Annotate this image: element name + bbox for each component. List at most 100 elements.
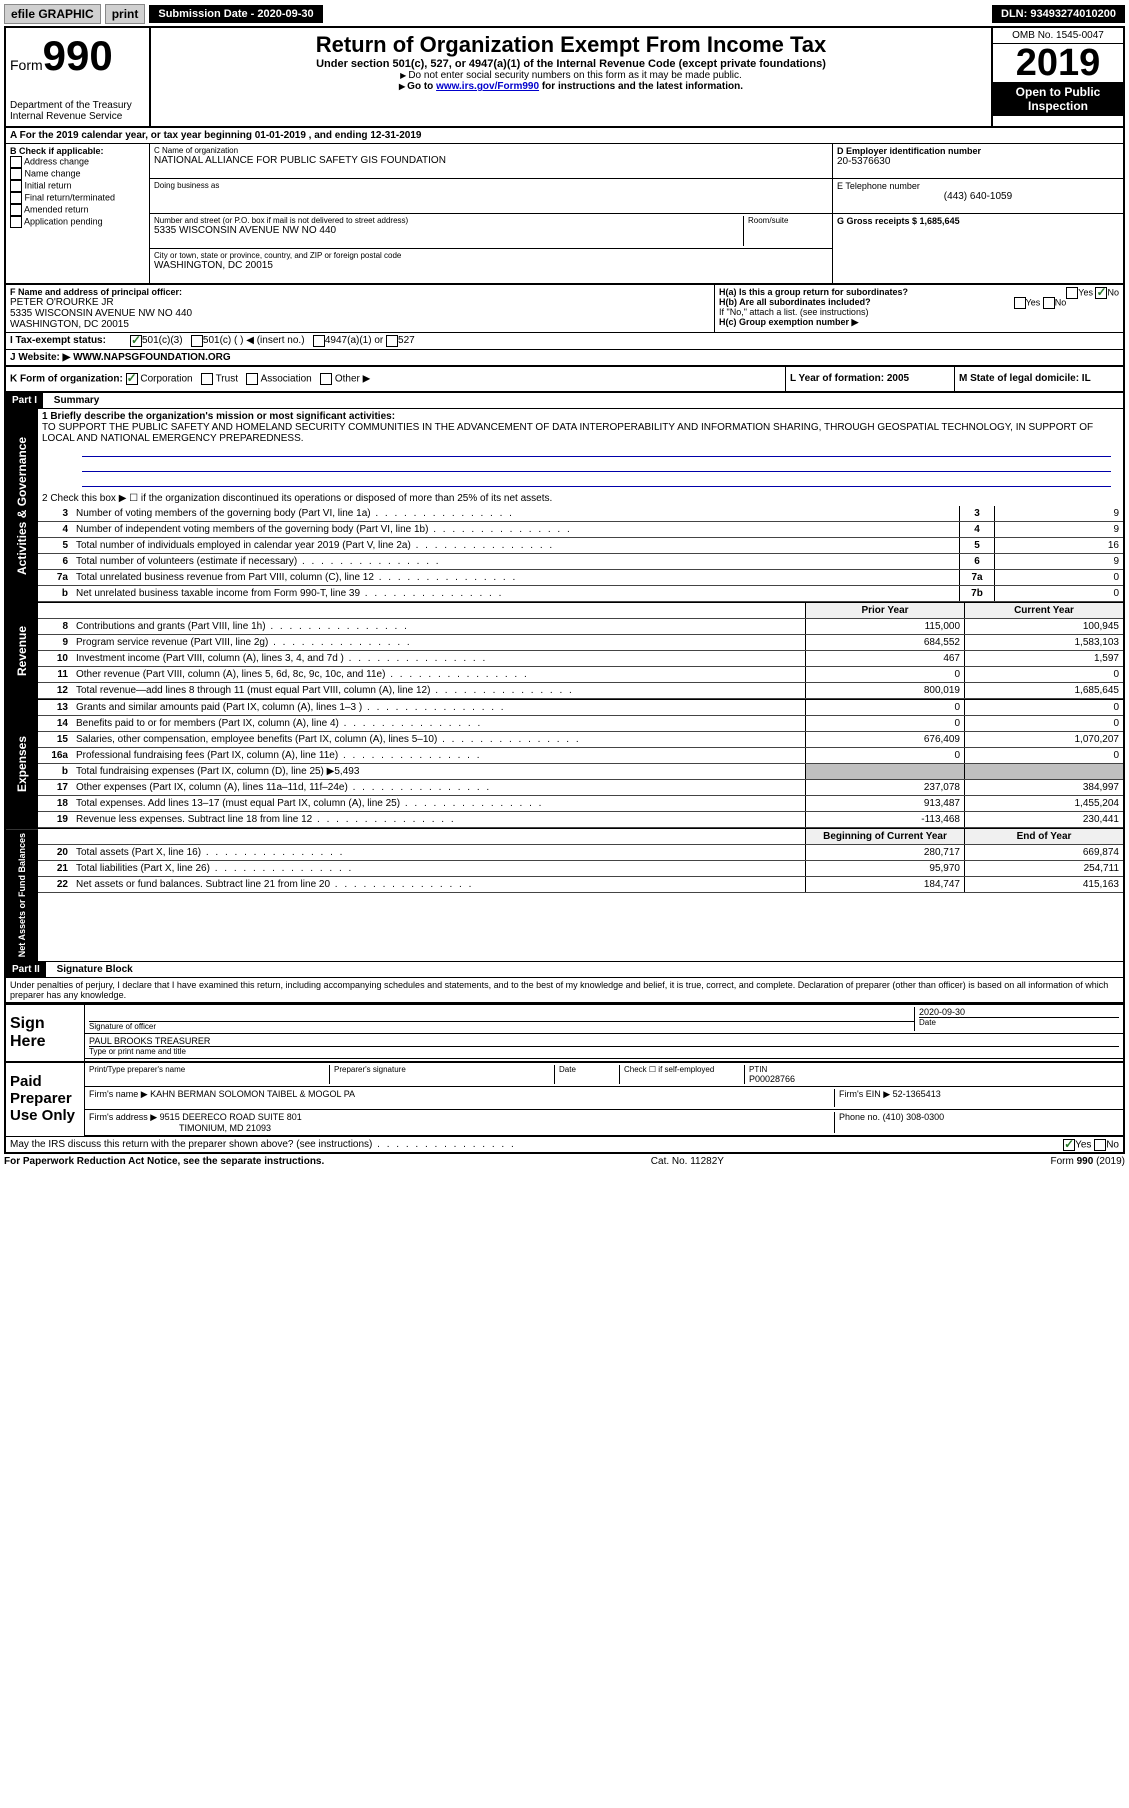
prior-value: 800,019 [805, 683, 964, 698]
b-opt-0-checkbox[interactable] [10, 156, 22, 168]
527-checkbox[interactable] [386, 335, 398, 347]
line-num: 20 [38, 845, 74, 860]
info-grid: B Check if applicable: Address change Na… [6, 144, 1123, 285]
line-7a: 7aTotal unrelated business revenue from … [38, 570, 1123, 586]
501c3-checkbox[interactable] [130, 335, 142, 347]
line-value: 9 [994, 506, 1123, 521]
b-opt-1-checkbox[interactable] [10, 168, 22, 180]
line-18: 18Total expenses. Add lines 13–17 (must … [38, 796, 1123, 812]
line-b: bNet unrelated business taxable income f… [38, 586, 1123, 602]
assoc-checkbox[interactable] [246, 373, 258, 385]
hb-yes-checkbox[interactable] [1014, 297, 1026, 309]
prior-value: 280,717 [805, 845, 964, 860]
ptin-label: PTIN [749, 1065, 1119, 1074]
line-num: 5 [38, 538, 74, 553]
b-opt-4-label: Amended return [24, 204, 89, 214]
sign-here-section: Sign Here Signature of officer 2020-09-3… [6, 1003, 1123, 1061]
part-1-badge: Part I [6, 393, 43, 408]
irs-link[interactable]: www.irs.gov/Form990 [436, 81, 539, 92]
h-a-label: H(a) Is this a group return for subordin… [719, 287, 908, 297]
firm-name-label: Firm's name ▶ [89, 1089, 148, 1099]
goto-prefix: Go to [399, 81, 436, 92]
b-opt-3-checkbox[interactable] [10, 192, 22, 204]
efile-button[interactable]: efile GRAPHIC [4, 4, 101, 24]
line-10: 10Investment income (Part VIII, column (… [38, 651, 1123, 667]
line-box: 7b [959, 586, 994, 601]
line-label: Benefits paid to or for members (Part IX… [74, 716, 805, 731]
paid-preparer-section: Paid Preparer Use Only Print/Type prepar… [6, 1061, 1123, 1136]
prior-value [805, 764, 964, 779]
corp-checkbox[interactable] [126, 373, 138, 385]
line-num: 7a [38, 570, 74, 585]
line-value: 0 [994, 586, 1123, 601]
line-label: Total number of individuals employed in … [74, 538, 959, 553]
form-header: Form990 Department of the Treasury Inter… [6, 28, 1123, 128]
officer-addr2: WASHINGTON, DC 20015 [10, 319, 710, 330]
current-value: 384,997 [964, 780, 1123, 795]
prep-phone-label: Phone no. [839, 1112, 880, 1122]
ha-no-checkbox[interactable] [1095, 287, 1107, 299]
city-state-zip: WASHINGTON, DC 20015 [154, 260, 828, 271]
line-box: 7a [959, 570, 994, 585]
part-2-header-row: Part II Signature Block [6, 962, 1123, 978]
officer-addr1: 5335 WISCONSIN AVENUE NW NO 440 [10, 308, 710, 319]
prior-year-header: Prior Year [805, 603, 964, 618]
line-b: bTotal fundraising expenses (Part IX, co… [38, 764, 1123, 780]
line-5: 5Total number of individuals employed in… [38, 538, 1123, 554]
b-opt-2-checkbox[interactable] [10, 180, 22, 192]
website-value: WWW.NAPSGFOUNDATION.ORG [73, 352, 231, 363]
line-num: 10 [38, 651, 74, 666]
prior-value: 184,747 [805, 877, 964, 892]
discuss-no-checkbox[interactable] [1094, 1139, 1106, 1151]
discuss-row: May the IRS discuss this return with the… [6, 1136, 1123, 1152]
row-a-period: A For the 2019 calendar year, or tax yea… [6, 128, 1123, 144]
501c-checkbox[interactable] [191, 335, 203, 347]
dba-label: Doing business as [154, 181, 828, 190]
prior-value: 0 [805, 700, 964, 715]
line-19: 19Revenue less expenses. Subtract line 1… [38, 812, 1123, 828]
print-button[interactable]: print [105, 4, 146, 24]
line-1-label: 1 Briefly describe the organization's mi… [42, 411, 1119, 422]
ag-tab: Activities & Governance [6, 409, 38, 602]
line-num: 22 [38, 877, 74, 892]
opt-501c: 501(c) ( ) ◀ (insert no.) [203, 335, 305, 347]
line-num: 18 [38, 796, 74, 811]
ein-label: D Employer identification number [837, 146, 1119, 156]
firm-addr2-value: TIMONIUM, MD 21093 [89, 1123, 834, 1133]
website-label: J Website: ▶ [10, 352, 70, 363]
4947-checkbox[interactable] [313, 335, 325, 347]
subtitle-2: Do not enter social security numbers on … [155, 70, 987, 81]
line-label: Total fundraising expenses (Part IX, col… [74, 764, 805, 779]
b-opt-4-checkbox[interactable] [10, 204, 22, 216]
line-4: 4Number of independent voting members of… [38, 522, 1123, 538]
discuss-yes-checkbox[interactable] [1063, 1139, 1075, 1151]
trust-checkbox[interactable] [201, 373, 213, 385]
other-checkbox[interactable] [320, 373, 332, 385]
line-num: 14 [38, 716, 74, 731]
section-d: D Employer identification number 20-5376… [833, 144, 1123, 283]
current-value: 230,441 [964, 812, 1123, 827]
b-opt-1-label: Name change [25, 168, 81, 178]
opt-501c3: 501(c)(3) [142, 335, 183, 347]
form-number: Form990 [10, 32, 145, 80]
ptin-value: P00028766 [749, 1074, 1119, 1084]
line-9: 9Program service revenue (Part VIII, lin… [38, 635, 1123, 651]
line-6: 6Total number of volunteers (estimate if… [38, 554, 1123, 570]
firm-name-value: KAHN BERMAN SOLOMON TAIBEL & MOGOL PA [150, 1089, 355, 1099]
hb-no-checkbox[interactable] [1043, 297, 1055, 309]
blank-label [74, 603, 805, 618]
line-label: Total expenses. Add lines 13–17 (must eq… [74, 796, 805, 811]
section-b-label: B Check if applicable: [10, 146, 145, 156]
form-title: Return of Organization Exempt From Incom… [155, 32, 987, 58]
sig-date-label: Date [919, 1017, 1119, 1027]
net-tab: Net Assets or Fund Balances [6, 829, 38, 961]
line-15: 15Salaries, other compensation, employee… [38, 732, 1123, 748]
underline-2 [82, 459, 1111, 472]
blank-label2 [74, 829, 805, 844]
line-num: 8 [38, 619, 74, 634]
b-opt-5-checkbox[interactable] [10, 216, 22, 228]
line-box: 4 [959, 522, 994, 537]
ha-yes-checkbox[interactable] [1066, 287, 1078, 299]
prior-value: 913,487 [805, 796, 964, 811]
prep-sig-label: Preparer's signature [330, 1065, 555, 1084]
